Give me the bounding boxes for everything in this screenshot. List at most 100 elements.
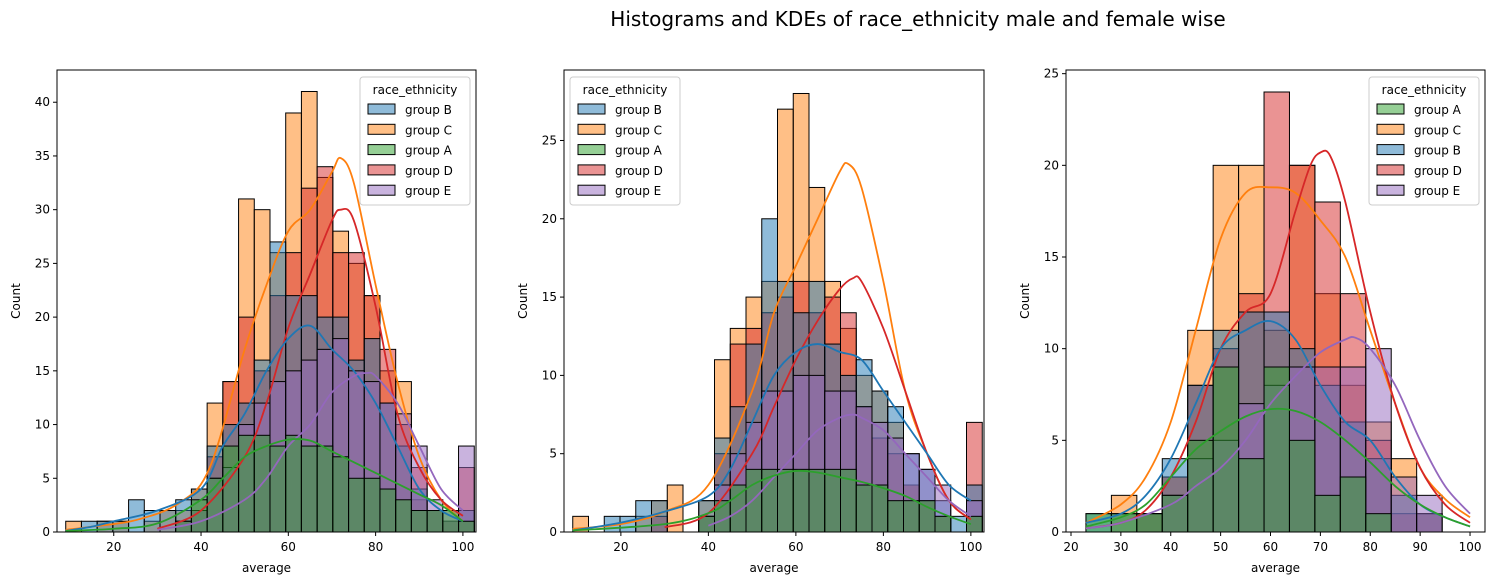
y-tick-label: 20 <box>542 212 557 226</box>
x-tick-label: 100 <box>451 540 474 554</box>
legend-swatch-group-a <box>367 144 396 156</box>
axes-frame <box>56 69 477 533</box>
bar-group-a-25 <box>458 520 475 533</box>
y-tick-label: 25 <box>542 133 557 147</box>
legend-title: race_ethnicity <box>373 83 458 97</box>
legend-swatch-group-e <box>367 184 396 196</box>
legend-label-group-e: group E <box>405 184 451 198</box>
bar-group-a-11 <box>745 468 763 533</box>
bar-group-a-6 <box>1238 458 1265 533</box>
subplot-2: 20 40 60 80 100 0 5 10 15 20 25 average Count race_et… <box>516 69 985 575</box>
kde-group-a <box>1085 407 1471 528</box>
x-tick-label: 30 <box>1113 540 1128 554</box>
legend-swatch-group-e <box>577 184 606 196</box>
kde-curves <box>572 161 972 532</box>
legend-title: race_ethnicity <box>1382 83 1467 97</box>
legend-swatch-group-b <box>577 103 606 115</box>
kde-group-e <box>1085 336 1471 530</box>
y-axis-label: Count <box>1018 283 1032 319</box>
x-tick-label: 40 <box>701 540 716 554</box>
y-tick-label: 10 <box>1044 342 1059 356</box>
kde-group-b <box>572 343 972 532</box>
bar-group-a-18 <box>855 484 873 533</box>
y-tick-label: 0 <box>1051 525 1059 539</box>
bar-group-a-21 <box>903 500 920 533</box>
bar-group-a-10 <box>222 445 240 533</box>
x-tick-label: 80 <box>368 540 383 554</box>
kde-group-e <box>708 413 972 527</box>
kde-group-b <box>65 324 464 532</box>
x-tick-label: 60 <box>788 540 803 554</box>
legend-swatch-group-b <box>1376 144 1405 156</box>
legend-label-group-e: group E <box>1414 184 1460 198</box>
subplot-1: 20 40 60 80 100 0 5 10 15 20 25 30 35 40 average Count r… <box>9 69 477 575</box>
bar-group-a-17 <box>332 456 350 533</box>
bar-group-a-19 <box>871 484 889 533</box>
bar-group-a-20 <box>887 500 904 533</box>
y-tick-label: 15 <box>1044 250 1059 264</box>
y-axis-label: Count <box>516 283 530 319</box>
bar-group-a-16 <box>316 445 334 533</box>
x-tick-label: 20 <box>1063 540 1078 554</box>
x-tick-label: 60 <box>1263 540 1278 554</box>
kde-group-c <box>65 156 464 531</box>
bar-group-a-23 <box>934 515 952 533</box>
y-tick-label: 5 <box>1051 433 1059 447</box>
legend-swatch-group-d <box>1376 164 1405 176</box>
legend-swatch-group-d <box>577 164 606 176</box>
x-tick-label: 40 <box>1163 540 1178 554</box>
legend-label-group-b: group B <box>615 103 662 117</box>
bar-group-a-20 <box>379 488 397 533</box>
legend-swatch-group-d <box>367 164 396 176</box>
legend-label-group-c: group C <box>405 123 452 137</box>
y-tick-label: 0 <box>42 525 50 539</box>
y-tick-label: 25 <box>35 256 50 270</box>
legend-label-group-d: group D <box>405 164 453 178</box>
legend-swatch-group-c <box>367 123 396 135</box>
x-tick-label: 100 <box>959 540 982 554</box>
legend-label-group-d: group D <box>1414 164 1462 178</box>
bar-group-a-3 <box>1161 494 1189 533</box>
y-tick-label: 20 <box>35 310 50 324</box>
bars <box>1085 91 1443 533</box>
legend-swatch-group-a <box>1376 103 1405 115</box>
legend-swatch-group-e <box>1376 184 1405 196</box>
y-tick-label: 40 <box>35 95 50 109</box>
bar-group-a-14 <box>285 434 302 533</box>
x-tick-label: 90 <box>1413 540 1428 554</box>
legend-swatch-group-a <box>577 144 606 156</box>
bar-group-a-22 <box>918 500 936 533</box>
bar-group-a-14 <box>792 468 810 533</box>
bar-group-a-11 <box>238 434 255 533</box>
legend-label-group-d: group D <box>615 164 663 178</box>
bar-group-a-15 <box>808 468 826 533</box>
legend-label-group-a: group A <box>615 144 663 158</box>
kde-curves <box>1085 149 1471 530</box>
bar-group-a-8 <box>1288 439 1316 533</box>
bar-group-a-16 <box>824 468 841 533</box>
x-tick-label: 50 <box>1213 540 1228 554</box>
bar-group-a-21 <box>395 499 412 533</box>
axes-frame <box>563 69 985 533</box>
legend-title: race_ethnicity <box>583 83 668 97</box>
y-tick-label: 10 <box>35 418 50 432</box>
y-tick-label: 20 <box>1044 158 1059 172</box>
x-axis-label: average <box>1251 561 1300 575</box>
kde-group-b <box>1085 320 1471 528</box>
legend-swatch-group-c <box>1376 123 1405 135</box>
y-tick-label: 35 <box>35 149 50 163</box>
x-tick-label: 80 <box>1363 540 1378 554</box>
subplot-3: 20 30 40 50 60 70 80 90 100 0 5 10 15 20 25 average Coun… <box>1018 67 1486 575</box>
legend-label-group-e: group E <box>615 184 661 198</box>
bar-group-a-22 <box>410 510 428 533</box>
bar-group-a-18 <box>348 477 365 533</box>
bar-group-a-13 <box>777 468 794 533</box>
y-tick-label: 15 <box>542 290 557 304</box>
bar-group-a-9 <box>1314 494 1341 533</box>
legend-label-group-c: group C <box>615 123 662 137</box>
bar-group-a-13 <box>269 445 287 533</box>
kde-group-a <box>65 438 464 532</box>
